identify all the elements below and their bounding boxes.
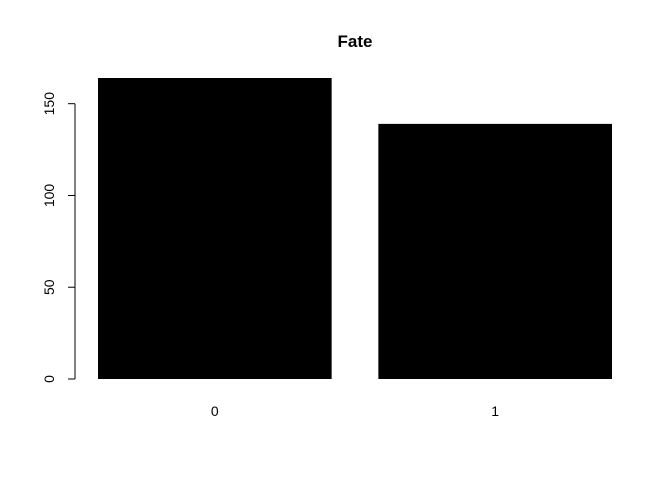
bar-1: [378, 123, 612, 379]
y-axis: 0 50 100 150: [41, 92, 76, 383]
chart-title: Fate: [338, 32, 373, 51]
x-tick-label: 0: [211, 403, 219, 419]
bars-group: [98, 78, 612, 379]
bar-0: [98, 78, 332, 379]
y-tick-label: 100: [41, 184, 57, 208]
x-tick-label: 1: [491, 403, 499, 419]
y-tick-label: 50: [41, 279, 57, 295]
y-tick-label: 0: [41, 375, 57, 383]
y-tick-label: 150: [41, 92, 57, 116]
